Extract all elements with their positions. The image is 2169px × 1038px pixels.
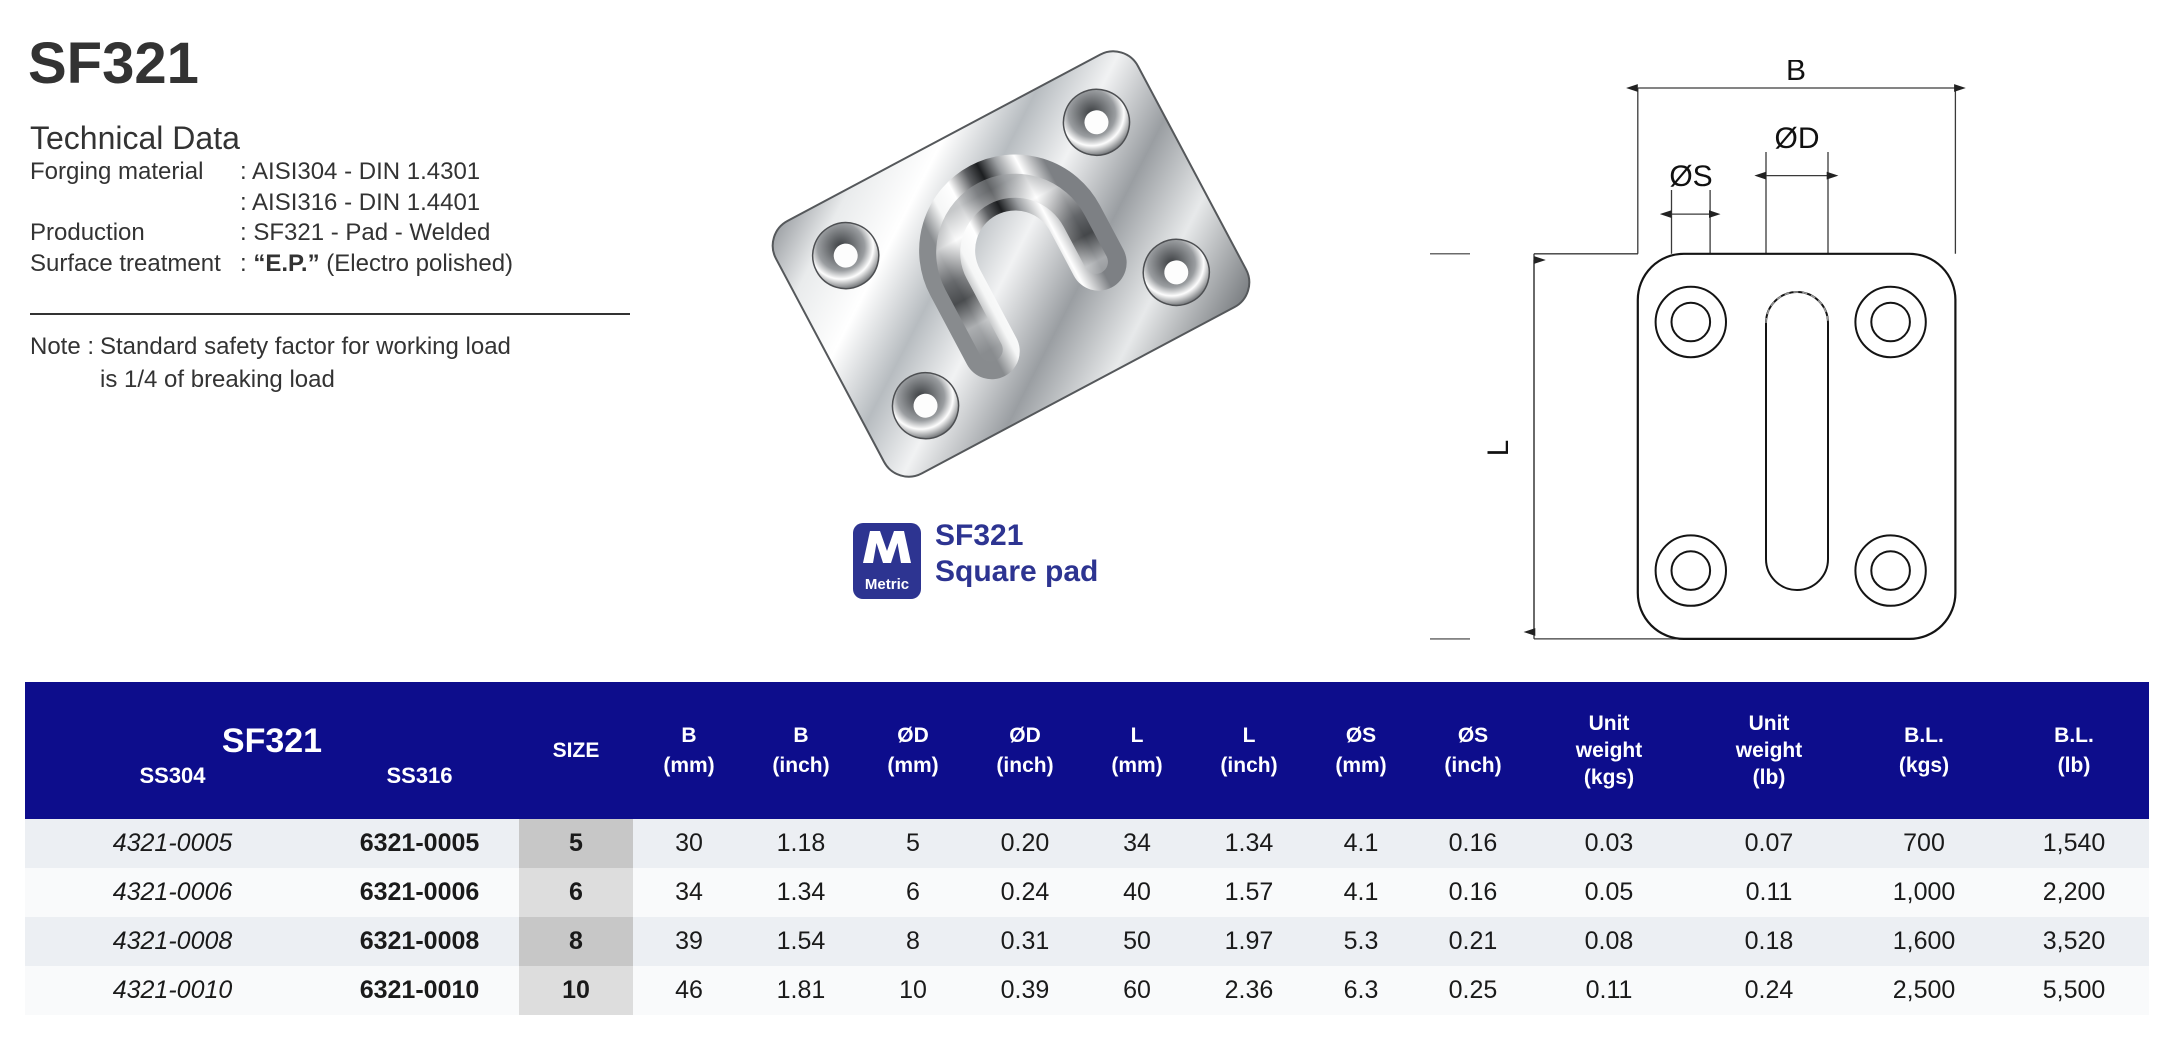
svg-text:ØD: ØD (1775, 122, 1820, 155)
svg-text:L: L (1482, 440, 1515, 457)
svg-text:B: B (1786, 60, 1806, 87)
svg-text:ØS: ØS (1669, 160, 1712, 193)
